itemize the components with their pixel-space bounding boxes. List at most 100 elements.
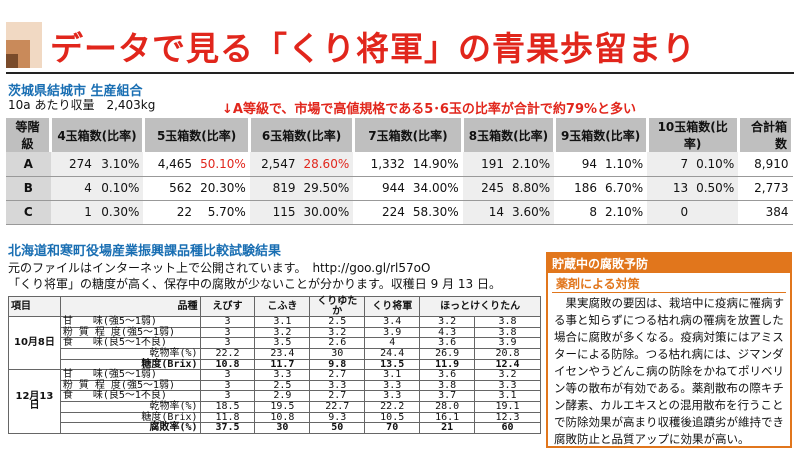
trial-value: 4 bbox=[364, 337, 421, 349]
trial-value: 3.1 bbox=[474, 390, 541, 402]
trial-row: 粉 質 程 度(強5〜1弱) 3 3.2 3.2 3.9 4.3 3.8 bbox=[9, 326, 541, 339]
trial-value: 3 bbox=[199, 390, 256, 402]
trial-source: 元のファイルはインターネット上で公開されています。 http://goo.gl/… bbox=[8, 261, 431, 275]
trial-value: 12.3 bbox=[474, 411, 541, 424]
trial-value: 3.3 bbox=[254, 369, 311, 381]
trial-value: 3.7 bbox=[419, 390, 476, 402]
trial-row: 粉 質 程 度(強5〜1弱) 3 2.5 3.3 3.3 3.8 3.3 bbox=[9, 379, 541, 392]
grade-cell: 1.10% bbox=[600, 152, 648, 177]
trial-value: 3.3 bbox=[309, 379, 366, 392]
variety-header: ほっとけくりたん bbox=[419, 295, 541, 318]
grade-cell: 4,465 bbox=[143, 152, 197, 177]
grade-label: B bbox=[6, 176, 51, 201]
grade-cell: 28.60% bbox=[299, 152, 354, 177]
box-header: 貯蔵中の腐敗予防 bbox=[548, 254, 790, 273]
grade-cell: 94 bbox=[554, 152, 601, 177]
grade-cell: 0.50% bbox=[692, 176, 739, 201]
variety-header: くり将軍 bbox=[364, 295, 421, 318]
page-title: データで見る「くり将軍」の青果歩留まり bbox=[50, 29, 696, 68]
trial-value: 9.8 bbox=[309, 358, 366, 371]
trial-value: 2.6 bbox=[309, 337, 366, 349]
trial-value: 11.9 bbox=[419, 358, 476, 371]
trial-date: 12月13日 bbox=[8, 369, 61, 434]
trial-value: 26.9 bbox=[419, 347, 476, 360]
grade-cell: 1 bbox=[50, 200, 96, 225]
grade-cell: 5.70% bbox=[196, 200, 250, 225]
trial-value: 11.7 bbox=[254, 358, 311, 371]
grade-cell: 3.10% bbox=[95, 152, 144, 177]
trial-description: 「くり将軍」の糖度が高く、保存中の腐敗が少ないことが分かります。収穫日 9 月 … bbox=[8, 277, 501, 291]
trial-row: 糖度(Brix) 10.8 11.7 9.8 13.5 11.9 12.4 bbox=[9, 358, 541, 371]
trial-value: 20.8 bbox=[474, 347, 541, 360]
trial-value: 13.5 bbox=[364, 358, 421, 371]
box-body: 果実腐敗の要因は、栽培中に疫病に罹病する事と知らずにつる枯れ病の罹病を放置した場… bbox=[554, 296, 784, 446]
grade-cell: 245 bbox=[462, 176, 509, 201]
trial-value: 3 bbox=[199, 369, 256, 381]
trial-value: 3.4 bbox=[364, 316, 421, 328]
trial-value: 3 bbox=[199, 337, 256, 349]
trial-value: 3.2 bbox=[254, 326, 311, 339]
trial-value: 3.3 bbox=[364, 390, 421, 402]
grade-cell: 2,773 bbox=[738, 176, 793, 201]
grade-cell: 20.30% bbox=[196, 176, 250, 201]
producer-name: 茨城県結城市 生産組合 bbox=[8, 84, 143, 99]
grade-cell: 8 bbox=[554, 200, 601, 225]
trial-value: 10.5 bbox=[364, 411, 421, 424]
grade-cell: 115 bbox=[249, 200, 300, 225]
trial-value: 3.1 bbox=[364, 369, 421, 381]
rot-prevention-box: 貯蔵中の腐敗予防 薬剤による対策 果実腐敗の要因は、栽培中に疫病に罹病する事と知… bbox=[546, 252, 792, 448]
trial-row: 10月8日甘 味(強5〜1弱) 3 3.1 2.5 3.4 3.2 3.8 bbox=[8, 316, 541, 371]
trial-value: 37.5 bbox=[199, 422, 256, 434]
grade-header-cell: 10玉箱数(比率) bbox=[647, 118, 740, 152]
trial-item-label: 甘 味(強5〜1弱) bbox=[59, 369, 201, 381]
grade-header-cell: 7玉箱数(比率) bbox=[353, 118, 465, 152]
grade-cell: 30.00% bbox=[299, 200, 354, 225]
trial-value: 30 bbox=[254, 422, 311, 434]
trial-value: 22.7 bbox=[309, 400, 366, 413]
trial-value: 3.2 bbox=[419, 316, 476, 328]
trial-col-variety: 品種 bbox=[59, 295, 201, 318]
trial-value: 3.8 bbox=[474, 316, 541, 328]
trial-value: 3.9 bbox=[474, 337, 541, 349]
trial-col-item: 項目 bbox=[8, 295, 61, 318]
trial-value: 3.5 bbox=[254, 337, 311, 349]
trial-value: 21 bbox=[419, 422, 476, 434]
trial-value: 11.8 bbox=[199, 411, 256, 424]
variety-header: こふき bbox=[254, 295, 311, 318]
trial-value: 3.9 bbox=[364, 326, 421, 339]
trial-value: 70 bbox=[364, 422, 421, 434]
trial-value: 22.2 bbox=[364, 400, 421, 413]
grade-cell: 224 bbox=[353, 200, 409, 225]
trial-row: 糖度(Brix) 11.8 10.8 9.3 10.5 16.1 12.3 bbox=[9, 411, 541, 424]
trial-value: 3.6 bbox=[419, 369, 476, 381]
yield-text: 10a あたり収量 2,403kg bbox=[8, 98, 156, 112]
trial-value: 50 bbox=[309, 422, 366, 434]
grade-cell: 0.10% bbox=[95, 176, 144, 201]
grade-cell: 274 bbox=[50, 152, 96, 177]
trial-item-label: 食 味(良5〜1不良) bbox=[59, 337, 201, 349]
grade-cell: 562 bbox=[143, 176, 197, 201]
trial-table: 項目 品種 えびす こふき くりゆたか くり将軍 ほっとけくりたん 10月8日甘 味(強5〜1… bbox=[8, 295, 541, 434]
grade-header-cell: 等階級 bbox=[6, 118, 53, 152]
trial-value: 10.8 bbox=[254, 411, 311, 424]
trial-value: 23.4 bbox=[254, 347, 311, 360]
trial-item-label: 甘 味(強5〜1弱) bbox=[59, 316, 201, 328]
trial-item-label: 食 味(良5〜1不良) bbox=[59, 390, 201, 402]
trial-value: 3.2 bbox=[309, 326, 366, 339]
grade-label: C bbox=[6, 200, 51, 225]
trial-value: 22.2 bbox=[199, 347, 256, 360]
trial-value: 12.4 bbox=[474, 358, 541, 371]
trial-value: 3 bbox=[199, 326, 256, 339]
grade-row: B 4 0.10% 562 20.30% 819 29.50% 944 34.00% 245 8.8… bbox=[6, 176, 793, 201]
grade-cell: 7 bbox=[647, 152, 693, 177]
grade-cell: 4 bbox=[50, 176, 96, 201]
grade-cell: 2.10% bbox=[600, 200, 648, 225]
grade-cell: 6.70% bbox=[600, 176, 648, 201]
grade-label: A bbox=[6, 152, 51, 177]
grade-cell: 3.60% bbox=[508, 200, 555, 225]
grade-cell: 14.90% bbox=[408, 152, 463, 177]
trial-value: 3.8 bbox=[419, 379, 476, 392]
grade-cell: 0.30% bbox=[95, 200, 144, 225]
grade-cell: 22 bbox=[143, 200, 197, 225]
trial-row: 食 味(良5〜1不良) 3 2.9 2.7 3.3 3.7 3.1 bbox=[9, 390, 541, 402]
